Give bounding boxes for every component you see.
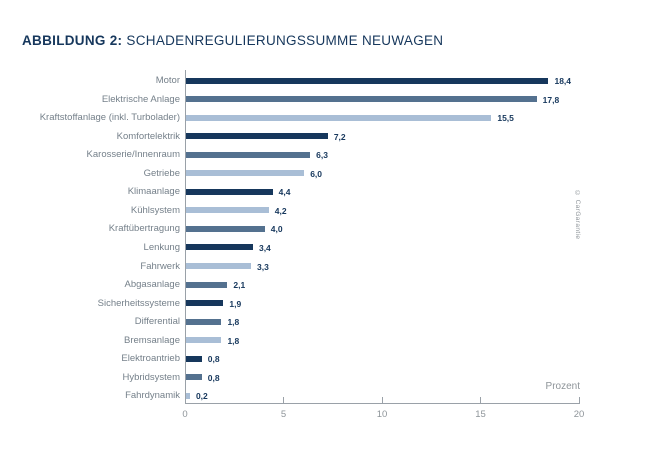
x-tick-label: 10	[376, 409, 388, 420]
bar	[186, 114, 492, 121]
value-label: 1,8	[227, 335, 240, 346]
x-tick-mark	[480, 397, 481, 403]
category-label: Kühlsystem	[130, 204, 180, 216]
category-label: Sicherheitssysteme	[97, 297, 180, 309]
value-label: 4,2	[274, 205, 287, 216]
category-label: Klimaanlage	[127, 186, 180, 198]
bar	[186, 374, 202, 381]
bar	[186, 355, 202, 362]
figure-title-prefix: ABBILDUNG 2:	[22, 33, 123, 48]
category-label: Differential	[134, 316, 180, 328]
value-label: 15,5	[497, 113, 514, 124]
value-label: 0,8	[207, 372, 220, 383]
category-label: Fahrdynamik	[125, 390, 180, 402]
value-label: 4,0	[270, 224, 283, 235]
bar	[186, 188, 273, 195]
category-label: Kraftstoffanlage (inkl. Turbolader)	[39, 112, 180, 124]
value-label: 6,0	[310, 168, 323, 179]
x-tick-label: 5	[280, 409, 287, 420]
x-tick-mark	[381, 397, 383, 403]
category-label: Fahrwerk	[140, 260, 180, 272]
bar	[186, 263, 251, 269]
category-label: Kraftübertragung	[108, 223, 180, 235]
value-label: 17,8	[542, 94, 560, 105]
category-label: Abgasanlage	[124, 279, 180, 291]
category-label: Komfortelektrik	[116, 130, 180, 142]
x-tick-label: 0	[182, 409, 188, 420]
bar	[186, 392, 190, 399]
bar	[186, 337, 222, 344]
value-label: 6,3	[316, 150, 328, 161]
bar	[186, 151, 311, 158]
x-tick-mark	[578, 397, 580, 403]
category-label: Motor	[155, 75, 180, 86]
value-label: 3,3	[257, 261, 269, 272]
value-label: 3,4	[258, 242, 271, 253]
figure-title: ABBILDUNG 2: SCHADENREGULIERUNGSSUMME NE…	[22, 33, 443, 48]
copyright-note: © CarGarantie	[574, 190, 581, 240]
category-label: Elektrische Anlage	[101, 93, 180, 105]
category-label: Elektroantrieb	[121, 353, 180, 365]
bar	[186, 225, 265, 232]
category-label: Karosserie/Innenraum	[86, 149, 180, 161]
bar	[186, 207, 269, 214]
value-label: 0,2	[195, 391, 208, 402]
category-label: Lenkung	[143, 241, 180, 253]
value-label: 18,4	[554, 76, 572, 86]
value-label: 0,8	[207, 354, 220, 365]
bar	[186, 77, 549, 84]
value-label: 7,2	[333, 131, 346, 142]
value-label: 1,9	[229, 298, 242, 309]
y-axis-line	[185, 70, 186, 404]
bar	[186, 244, 253, 251]
category-label: Hybridsystem	[122, 371, 180, 383]
bar	[186, 133, 328, 140]
category-label: Getriebe	[143, 167, 180, 179]
value-label: 4,4	[278, 187, 291, 198]
x-tick-label: 20	[573, 409, 585, 420]
bar	[186, 300, 224, 307]
x-tick-mark	[283, 397, 284, 403]
x-tick-label: 15	[475, 409, 486, 420]
x-axis-unit-label: Prozent	[545, 381, 580, 392]
x-axis-line	[185, 403, 580, 404]
bar	[186, 281, 228, 288]
bar	[186, 318, 222, 325]
bar	[186, 96, 537, 103]
value-label: 1,8	[227, 317, 240, 328]
figure-title-text: SCHADENREGULIERUNGSSUMME NEUWAGEN	[126, 33, 444, 48]
bar	[186, 170, 305, 177]
value-label: 2,1	[233, 280, 246, 291]
category-label: Bremsanlage	[124, 334, 180, 346]
